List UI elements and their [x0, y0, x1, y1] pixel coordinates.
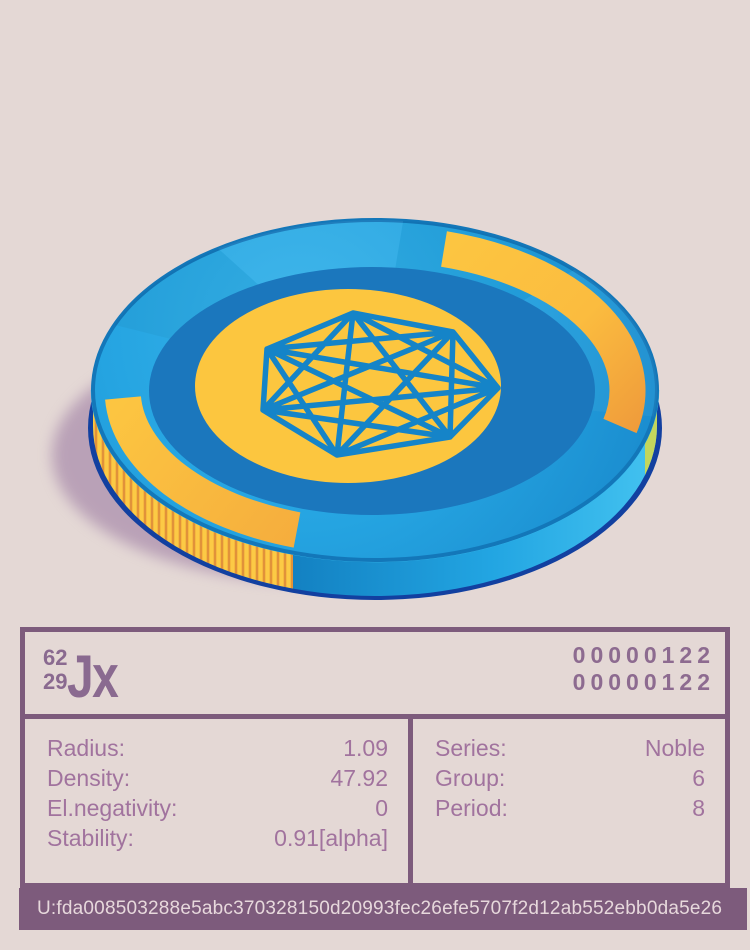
stat-label: Group: — [435, 765, 506, 791]
stat-label: Period: — [435, 795, 508, 821]
stats-right-column: Series: Noble Group: 6 Period: 8 — [413, 719, 725, 883]
code-line: 00000122 — [572, 642, 715, 668]
atomic-number: 29 — [43, 669, 68, 694]
stat-row-stability: Stability: 0.91[alpha] — [25, 823, 408, 853]
nucleon-numbers: 62 29 — [43, 640, 67, 694]
code-line: 00000122 — [572, 669, 715, 695]
stat-value: 0.91[alpha] — [274, 825, 388, 851]
stat-row-period: Period: 8 — [413, 793, 725, 823]
symbol-block: 62 29 Jx — [43, 640, 130, 714]
card-stats: Radius: 1.09 Density: 47.92 El.negativit… — [25, 719, 725, 883]
stat-label: Series: — [435, 735, 507, 761]
stat-row-group: Group: 6 — [413, 763, 725, 793]
element-symbol: Jx — [67, 643, 119, 710]
element-card: 62 29 Jx 00000122 00000122 Radius: 1.09 … — [20, 627, 730, 888]
stat-value: Noble — [644, 735, 705, 761]
stat-label: Density: — [47, 765, 131, 791]
mass-number: 62 — [43, 645, 68, 670]
stat-row-density: Density: 47.92 — [25, 763, 408, 793]
stat-row-series: Series: Noble — [413, 733, 725, 763]
stat-value: 8 — [692, 795, 705, 821]
stat-row-radius: Radius: 1.09 — [25, 733, 408, 763]
stat-value: 1.09 — [343, 735, 388, 761]
code-block: 00000122 00000122 — [573, 642, 710, 696]
rim-arc-top-right — [441, 231, 646, 434]
network-emblem — [260, 310, 501, 458]
rim-arc-left — [105, 395, 301, 548]
card-header: 62 29 Jx 00000122 00000122 — [25, 632, 725, 719]
stat-label: Radius: — [47, 735, 125, 761]
stat-row-electronegativity: El.negativity: 0 — [25, 793, 408, 823]
stat-value: 0 — [375, 795, 388, 821]
stat-value: 6 — [692, 765, 705, 791]
stat-label: Stability: — [47, 825, 134, 851]
stat-label: El.negativity: — [47, 795, 178, 821]
stat-value: 47.92 — [330, 765, 388, 791]
coin-illustration — [52, 218, 662, 600]
footer-hash: U:fda008503288e5abc370328150d20993fec26e… — [19, 888, 747, 930]
stats-left-column: Radius: 1.09 Density: 47.92 El.negativit… — [25, 719, 413, 883]
